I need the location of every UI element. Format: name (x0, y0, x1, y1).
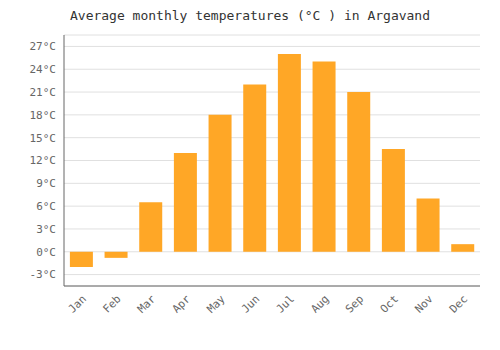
svg-text:12°C: 12°C (30, 154, 57, 167)
svg-text:Oct: Oct (378, 292, 401, 315)
svg-text:Apr: Apr (170, 292, 194, 316)
svg-text:9°C: 9°C (36, 177, 56, 190)
svg-text:18°C: 18°C (30, 109, 57, 122)
svg-text:Dec: Dec (447, 292, 470, 315)
svg-text:Mar: Mar (135, 292, 159, 316)
svg-text:Aug: Aug (308, 292, 331, 315)
svg-text:21°C: 21°C (30, 86, 57, 99)
svg-text:May: May (204, 292, 228, 316)
svg-text:Feb: Feb (100, 292, 123, 315)
svg-text:-3°C: -3°C (30, 268, 57, 281)
svg-text:3°C: 3°C (36, 223, 56, 236)
svg-text:6°C: 6°C (36, 200, 56, 213)
svg-text:0°C: 0°C (36, 246, 56, 259)
svg-text:Sep: Sep (343, 292, 366, 315)
svg-text:27°C: 27°C (30, 40, 57, 53)
html-text:Average monthly temperatures (: Average monthly temperatures (°C ) in Ar… (70, 8, 430, 23)
svg-text:Nov: Nov (412, 292, 436, 316)
svg-text:Jun: Jun (239, 292, 262, 315)
svg-text:Jul: Jul (274, 292, 297, 315)
svg-text:15°C: 15°C (30, 132, 57, 145)
svg-text:Jan: Jan (66, 292, 89, 315)
svg-text:24°C: 24°C (30, 63, 57, 76)
